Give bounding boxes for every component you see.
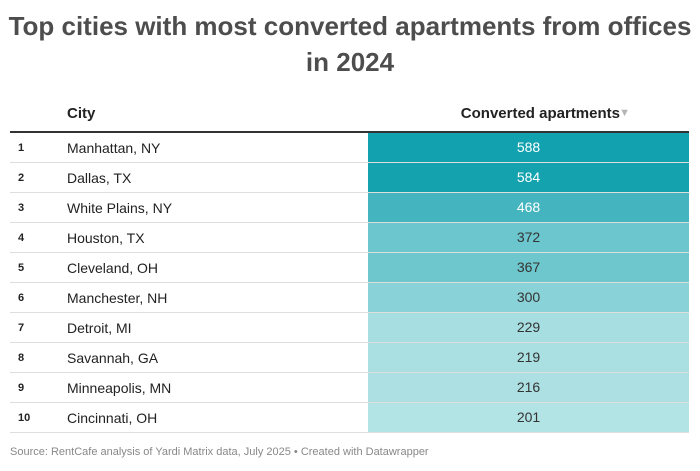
row-rank: 10	[18, 412, 31, 424]
table-header: City Converted apartments ▼	[10, 97, 689, 133]
row-value-cell: 216	[368, 373, 689, 402]
table-row: 4 Houston, TX 372	[10, 223, 689, 253]
row-value-cell: 300	[368, 283, 689, 312]
table-row: 2 Dallas, TX 584	[10, 163, 689, 193]
row-city: White Plains, NY	[67, 200, 173, 216]
city-column-header[interactable]: City	[67, 105, 96, 122]
row-city: Houston, TX	[67, 230, 145, 246]
row-city: Minneapolis, MN	[67, 380, 172, 396]
row-value-cell: 229	[368, 313, 689, 342]
row-value-cell: 468	[368, 193, 689, 222]
row-rank: 3	[18, 202, 25, 214]
row-rank: 8	[18, 352, 25, 364]
row-city: Manchester, NH	[67, 290, 168, 306]
table-row: 8 Savannah, GA 219	[10, 343, 689, 373]
chart-title: Top cities with most converted apartment…	[8, 11, 692, 77]
row-rank: 7	[18, 322, 25, 334]
sort-down-icon[interactable]: ▼	[619, 107, 630, 119]
row-rank: 2	[18, 172, 25, 184]
row-rank: 1	[18, 142, 25, 154]
table-row: 1 Manhattan, NY 588	[10, 133, 689, 163]
table-row: 9 Minneapolis, MN 216	[10, 373, 689, 403]
row-value-cell: 584	[368, 163, 689, 192]
table-row: 6 Manchester, NH 300	[10, 283, 689, 313]
row-city: Detroit, MI	[67, 320, 132, 336]
converted-apartments-column-header[interactable]: Converted apartments	[460, 105, 620, 122]
row-city: Savannah, GA	[67, 350, 159, 366]
row-rank: 6	[18, 292, 25, 304]
row-value-cell: 367	[368, 253, 689, 282]
row-city: Manhattan, NY	[67, 140, 161, 156]
table-row: 3 White Plains, NY 468	[10, 193, 689, 223]
row-rank: 9	[18, 382, 25, 394]
row-city: Cleveland, OH	[67, 260, 159, 276]
row-value-cell: 219	[368, 343, 689, 372]
row-value-cell: 201	[368, 403, 689, 432]
table-row: 10 Cincinnati, OH 201	[10, 403, 689, 433]
data-table: City Converted apartments ▼ 1 Manhattan, …	[10, 97, 689, 433]
row-value-cell: 588	[368, 133, 689, 162]
row-city: Dallas, TX	[67, 170, 132, 186]
row-value-cell: 372	[368, 223, 689, 252]
row-rank: 5	[18, 262, 25, 274]
row-city: Cincinnati, OH	[67, 410, 158, 426]
table-row: 7 Detroit, MI 229	[10, 313, 689, 343]
row-rank: 4	[18, 232, 25, 244]
table-row: 5 Cleveland, OH 367	[10, 253, 689, 283]
source-note: Source: RentCafe analysis of Yardi Matri…	[10, 446, 429, 458]
table-body: 1 Manhattan, NY 588 2 Dallas, TX 584 3 White Pl…	[10, 133, 689, 433]
